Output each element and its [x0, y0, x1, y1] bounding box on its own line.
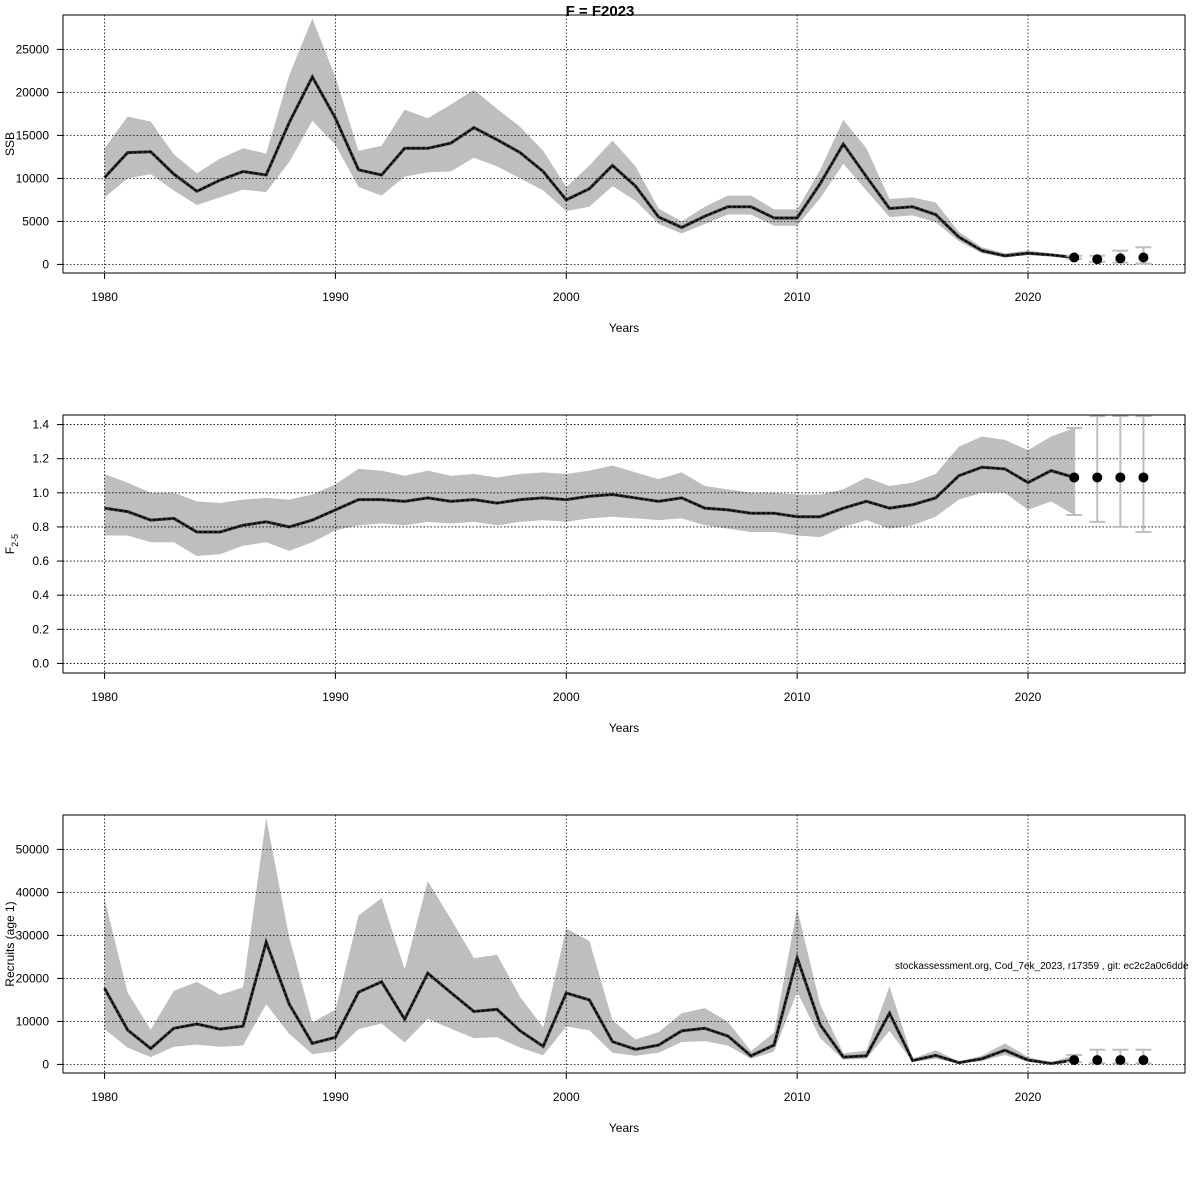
confidence-band [104, 818, 1075, 1064]
estimate-line-dash [103, 939, 1075, 1065]
y-tick-label: 40000 [16, 885, 50, 899]
y-tick-label: 1.0 [32, 486, 49, 500]
x-tick-label: 1980 [91, 690, 118, 704]
y-tick-label: 0 [42, 257, 49, 271]
x-axis-label: Years [609, 321, 639, 335]
y-tick-label: 10000 [16, 1014, 50, 1028]
projection-point [1115, 253, 1126, 264]
y-tick-label: 15000 [16, 128, 50, 142]
ssb-panel: 1980 1990 2000 2010 2020 0 5000 10000 15000 20000… [3, 14, 1186, 335]
x-tick-label: 1990 [322, 1090, 349, 1104]
projection-point [1115, 1055, 1126, 1066]
projection-point [1138, 472, 1149, 483]
watermark: stockassessment.org, Cod_7ek_2023, r1735… [895, 961, 1189, 972]
projection-point [1115, 472, 1126, 483]
plot-frame [62, 814, 1186, 1074]
projection-point [1138, 1055, 1149, 1066]
x-axis-label: Years [609, 1121, 639, 1135]
x-tick-label: 2000 [553, 290, 580, 304]
y-tick-label: 0.0 [32, 656, 49, 670]
y-tick-label: 0.2 [32, 622, 49, 636]
x-tick-label: 2020 [1015, 690, 1042, 704]
y-axis-label: Recruits (age 1) [3, 901, 17, 986]
fishing-mortality-panel: 1980 1990 2000 2010 2020 0.0 0.2 0.4 0.6 0.8 1.0 1.… [3, 414, 1186, 735]
x-tick-label: 2020 [1015, 290, 1042, 304]
projection-point [1138, 252, 1149, 263]
y-tick-label: 0 [42, 1057, 49, 1071]
y-tick-label: 1.4 [32, 418, 49, 432]
x-tick-label: 2000 [553, 1090, 580, 1104]
confidence-band [104, 18, 1075, 259]
projection-point [1069, 472, 1080, 483]
y-tick-label: 0.8 [32, 520, 49, 534]
x-tick-label: 1990 [322, 690, 349, 704]
y-axis-label: F2-5 [3, 534, 20, 554]
projection-point [1069, 252, 1080, 263]
x-tick-label: 1980 [91, 290, 118, 304]
y-tick-label: 20000 [16, 85, 50, 99]
estimate-line [104, 465, 1075, 534]
x-tick-label: 1980 [91, 1090, 118, 1104]
projection-point [1092, 254, 1103, 265]
y-tick-label: 5000 [22, 214, 49, 228]
confidence-band [104, 427, 1075, 556]
estimate-line-dash [103, 75, 1075, 259]
y-tick-label: 0.6 [32, 554, 49, 568]
plot-frame [62, 414, 1186, 674]
page-title: F = F2023 [566, 3, 635, 20]
y-tick-label: 25000 [16, 42, 50, 56]
x-axis-label: Years [609, 721, 639, 735]
y-tick-label: 50000 [16, 842, 50, 856]
x-tick-label: 2000 [553, 690, 580, 704]
x-tick-label: 2020 [1015, 1090, 1042, 1104]
recruits-panel: 1980 1990 2000 2010 2020 0 10000 20000 30000 4000… [3, 814, 1186, 1135]
x-tick-label: 2010 [784, 690, 811, 704]
x-tick-label: 1990 [322, 290, 349, 304]
projection-point [1069, 1055, 1080, 1066]
projection-point [1092, 472, 1103, 483]
projection-point [1092, 1055, 1103, 1066]
y-tick-label: 10000 [16, 171, 50, 185]
y-tick-label: 30000 [16, 928, 50, 942]
y-tick-label: 0.4 [32, 588, 49, 602]
y-tick-label: 1.2 [32, 452, 49, 466]
plot-frame [62, 14, 1186, 274]
x-tick-label: 2010 [784, 290, 811, 304]
x-tick-label: 2010 [784, 1090, 811, 1104]
y-tick-label: 20000 [16, 971, 50, 985]
y-axis-label-subscript: 2-5 [10, 534, 20, 547]
y-axis-label: SSB [3, 132, 17, 156]
